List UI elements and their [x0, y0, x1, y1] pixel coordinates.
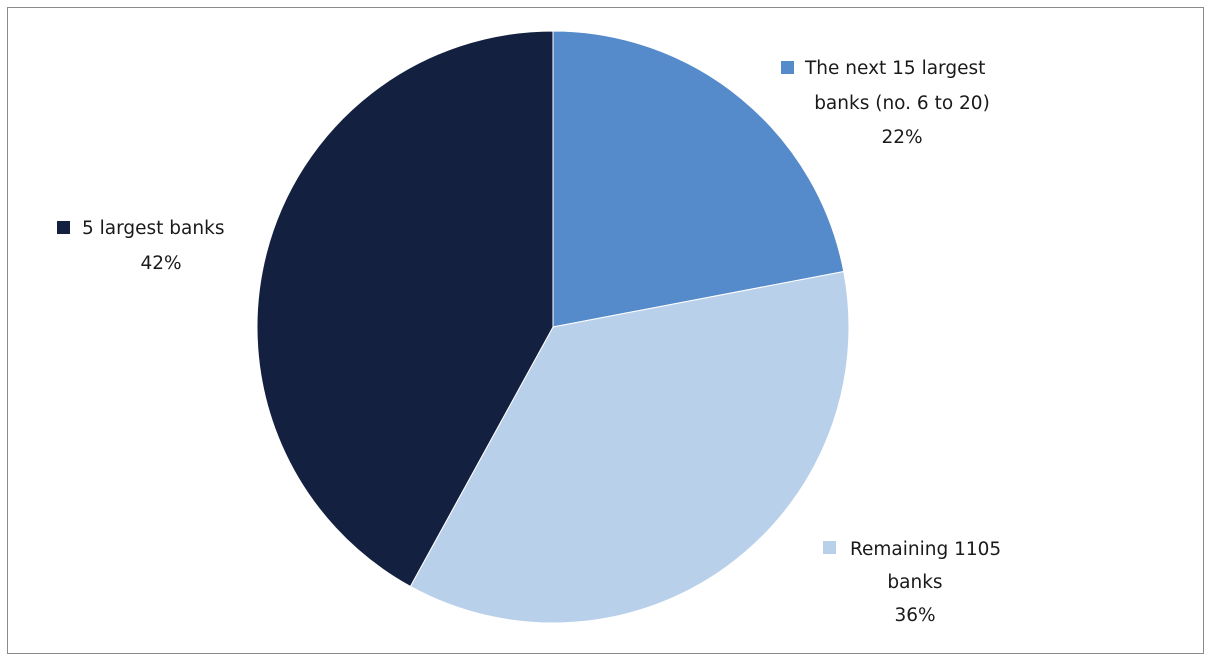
pie-slices: [256, 30, 850, 624]
slice-1-name-line1: Remaining 1105: [850, 539, 1001, 560]
slice-0-legend-swatch: [781, 61, 794, 74]
slice-1-legend-swatch: [823, 541, 836, 554]
slice-0-name-line2: banks (no. 6 to 20): [814, 93, 990, 114]
pie-slice-next-15-banks: [552, 30, 845, 328]
pie-slice-5-largest-banks: [256, 30, 554, 588]
slice-label-remaining-banks: Remaining 1105 banks 36%: [823, 539, 1001, 626]
slice-label-5-largest-banks: 5 largest banks 42%: [57, 218, 224, 274]
slice-0-name-line1: The next 15 largest: [804, 58, 985, 79]
slice-1-name-line2: banks: [887, 572, 942, 593]
slice-1-value-label: 36%: [894, 605, 935, 626]
slice-2-name-line1: 5 largest banks: [82, 218, 224, 239]
pie-slice-remaining-banks: [409, 270, 850, 624]
slice-label-next-15-banks: The next 15 largest banks (no. 6 to 20) …: [781, 58, 990, 148]
slice-2-value-label: 42%: [140, 253, 181, 274]
slice-0-value-label: 22%: [881, 127, 922, 148]
slice-2-legend-swatch: [57, 221, 70, 234]
